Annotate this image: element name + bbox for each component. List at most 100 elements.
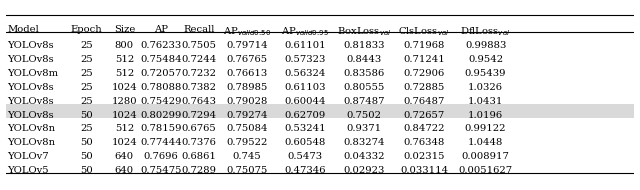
Text: 640: 640 <box>115 152 134 161</box>
Text: 0.8443: 0.8443 <box>346 55 381 64</box>
Text: 0.6861: 0.6861 <box>181 152 216 161</box>
Text: 0.62709: 0.62709 <box>284 111 326 120</box>
Text: 1024: 1024 <box>111 83 137 92</box>
Text: 0.99122: 0.99122 <box>465 124 506 133</box>
Text: 1.0431: 1.0431 <box>468 97 503 106</box>
Text: 0.78088: 0.78088 <box>140 83 182 92</box>
Text: 1024: 1024 <box>111 138 137 147</box>
Text: 50: 50 <box>80 138 93 147</box>
Text: 0.745: 0.745 <box>233 152 262 161</box>
Text: 0.78985: 0.78985 <box>227 83 268 92</box>
Text: AP$_{valid0.50}$: AP$_{valid0.50}$ <box>223 25 271 38</box>
Text: 0.76487: 0.76487 <box>403 97 445 106</box>
Text: 0.76613: 0.76613 <box>227 69 268 78</box>
Text: 0.80299: 0.80299 <box>140 111 182 120</box>
Text: 0.78159: 0.78159 <box>140 124 182 133</box>
Text: 1.0448: 1.0448 <box>468 138 503 147</box>
Text: 800: 800 <box>115 41 134 50</box>
Text: 512: 512 <box>115 69 134 78</box>
Text: 0.76765: 0.76765 <box>227 55 268 64</box>
Text: AP$_{valid0.95}$: AP$_{valid0.95}$ <box>281 25 329 38</box>
Text: 0.60548: 0.60548 <box>284 138 326 147</box>
Text: 0.7244: 0.7244 <box>181 55 216 64</box>
Text: 0.99883: 0.99883 <box>465 41 506 50</box>
Text: 0.95439: 0.95439 <box>465 69 506 78</box>
Text: 0.7289: 0.7289 <box>181 166 216 175</box>
Text: 0.83274: 0.83274 <box>343 138 385 147</box>
Text: 0.033114: 0.033114 <box>400 166 448 175</box>
Text: 50: 50 <box>80 166 93 175</box>
Text: 0.53241: 0.53241 <box>284 124 326 133</box>
Text: 512: 512 <box>115 124 134 133</box>
Text: 0.84722: 0.84722 <box>403 124 445 133</box>
Text: 0.71241: 0.71241 <box>403 55 445 64</box>
Text: 0.76233: 0.76233 <box>140 41 182 50</box>
Text: YOLOv8s: YOLOv8s <box>7 41 54 50</box>
Text: 0.72057: 0.72057 <box>140 69 182 78</box>
Text: 25: 25 <box>80 41 93 50</box>
Text: YOLOv8n: YOLOv8n <box>7 124 55 133</box>
Text: 0.47346: 0.47346 <box>284 166 326 175</box>
Text: 0.61103: 0.61103 <box>284 83 326 92</box>
Text: 25: 25 <box>80 55 93 64</box>
Text: 0.75484: 0.75484 <box>140 55 182 64</box>
Text: ClsLoss$_{val}$: ClsLoss$_{val}$ <box>399 25 450 38</box>
Text: BoxLoss$_{val}$: BoxLoss$_{val}$ <box>337 25 391 38</box>
Text: 0.61101: 0.61101 <box>284 41 326 50</box>
Text: 0.79522: 0.79522 <box>227 138 268 147</box>
Text: 0.72885: 0.72885 <box>403 83 445 92</box>
Text: 25: 25 <box>80 69 93 78</box>
Text: 0.02315: 0.02315 <box>403 152 445 161</box>
Text: Model: Model <box>7 25 39 34</box>
Text: Size: Size <box>114 25 135 34</box>
Text: 0.7696: 0.7696 <box>143 152 179 161</box>
Text: 0.72657: 0.72657 <box>403 111 445 120</box>
Text: 0.04332: 0.04332 <box>343 152 385 161</box>
Text: 0.7382: 0.7382 <box>181 83 216 92</box>
Text: 0.57323: 0.57323 <box>284 55 326 64</box>
Text: 0.7505: 0.7505 <box>181 41 216 50</box>
Text: YOLOv5: YOLOv5 <box>7 166 49 175</box>
Text: 0.008917: 0.008917 <box>461 152 509 161</box>
Text: YOLOv8m: YOLOv8m <box>7 69 58 78</box>
Text: 0.75075: 0.75075 <box>227 166 268 175</box>
Text: 50: 50 <box>80 111 93 120</box>
Text: 0.60044: 0.60044 <box>284 97 326 106</box>
Text: YOLOv8s: YOLOv8s <box>7 97 54 106</box>
Text: 0.9371: 0.9371 <box>346 124 381 133</box>
Text: 0.7232: 0.7232 <box>181 69 216 78</box>
Text: 0.6765: 0.6765 <box>181 124 216 133</box>
Text: 0.80555: 0.80555 <box>343 83 385 92</box>
Text: 0.7643: 0.7643 <box>181 97 216 106</box>
Text: YOLOv7: YOLOv7 <box>7 152 49 161</box>
Text: YOLOv8s: YOLOv8s <box>7 55 54 64</box>
Text: 0.75475: 0.75475 <box>140 166 182 175</box>
Text: 512: 512 <box>115 55 134 64</box>
Text: 0.71968: 0.71968 <box>403 41 445 50</box>
Text: YOLOv8s: YOLOv8s <box>7 111 54 120</box>
Text: 0.87487: 0.87487 <box>343 97 385 106</box>
Text: 0.75084: 0.75084 <box>227 124 268 133</box>
Text: Epoch: Epoch <box>71 25 102 34</box>
Text: 0.7294: 0.7294 <box>181 111 216 120</box>
Text: 1.0326: 1.0326 <box>468 83 503 92</box>
Text: 0.79028: 0.79028 <box>227 97 268 106</box>
Text: 0.5473: 0.5473 <box>287 152 323 161</box>
Text: 1.0196: 1.0196 <box>468 111 503 120</box>
Text: 0.72906: 0.72906 <box>403 69 445 78</box>
Text: 0.7376: 0.7376 <box>181 138 216 147</box>
Text: 0.0051627: 0.0051627 <box>458 166 513 175</box>
Text: 0.79274: 0.79274 <box>227 111 268 120</box>
Text: 640: 640 <box>115 166 134 175</box>
Text: 0.79714: 0.79714 <box>227 41 268 50</box>
Text: 50: 50 <box>80 152 93 161</box>
Text: 0.9542: 0.9542 <box>468 55 503 64</box>
Text: DflLoss$_{val}$: DflLoss$_{val}$ <box>460 25 511 38</box>
Text: YOLOv8n: YOLOv8n <box>7 138 55 147</box>
Text: 25: 25 <box>80 124 93 133</box>
Text: 0.81833: 0.81833 <box>343 41 385 50</box>
Text: AP: AP <box>154 25 168 34</box>
Text: 25: 25 <box>80 83 93 92</box>
Text: 25: 25 <box>80 97 93 106</box>
Text: YOLOv8s: YOLOv8s <box>7 83 54 92</box>
